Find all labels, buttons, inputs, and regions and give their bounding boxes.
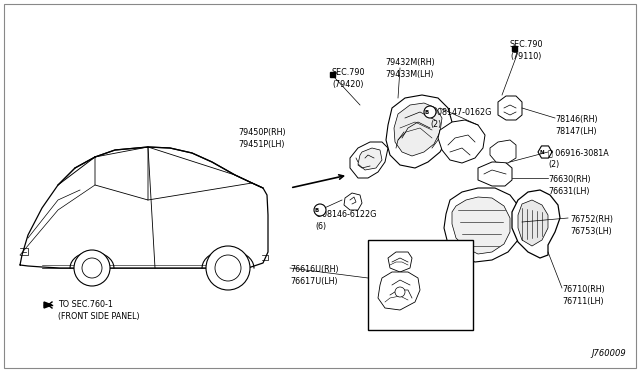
Text: 76710(RH)
76711(LH): 76710(RH) 76711(LH) <box>562 285 605 306</box>
Text: ®08146-6122G
(6): ®08146-6122G (6) <box>315 210 378 231</box>
Polygon shape <box>378 272 420 310</box>
Text: B: B <box>315 208 319 212</box>
Circle shape <box>424 106 436 118</box>
Polygon shape <box>386 95 452 168</box>
Bar <box>512 46 517 51</box>
Polygon shape <box>478 162 512 186</box>
Circle shape <box>82 258 102 278</box>
Text: SEC.790
(79420): SEC.790 (79420) <box>332 68 365 89</box>
Polygon shape <box>452 197 510 254</box>
Text: 79432M(RH)
79433M(LH): 79432M(RH) 79433M(LH) <box>385 58 435 79</box>
Text: Ⓝ 06916-3081A
(2): Ⓝ 06916-3081A (2) <box>548 148 609 169</box>
Polygon shape <box>350 142 388 178</box>
Circle shape <box>395 287 405 297</box>
Polygon shape <box>358 148 382 170</box>
Polygon shape <box>44 302 52 308</box>
Text: 76616U(RH)
76617U(LH): 76616U(RH) 76617U(LH) <box>290 265 339 286</box>
Polygon shape <box>344 193 362 210</box>
Bar <box>330 72 335 77</box>
Polygon shape <box>394 103 442 156</box>
Polygon shape <box>490 140 516 163</box>
Circle shape <box>74 250 110 286</box>
Bar <box>368 240 473 330</box>
Text: 76752(RH)
76753(LH): 76752(RH) 76753(LH) <box>570 215 613 236</box>
Polygon shape <box>444 188 522 262</box>
Polygon shape <box>438 120 485 163</box>
Polygon shape <box>388 252 412 272</box>
Text: 79450P(RH)
79451P(LH): 79450P(RH) 79451P(LH) <box>238 128 285 149</box>
Text: N: N <box>540 150 544 154</box>
Circle shape <box>215 255 241 281</box>
Text: 76630(RH)
76631(LH): 76630(RH) 76631(LH) <box>548 175 591 196</box>
Text: TO SEC.760-1
(FRONT SIDE PANEL): TO SEC.760-1 (FRONT SIDE PANEL) <box>58 300 140 321</box>
Polygon shape <box>498 96 522 120</box>
Polygon shape <box>512 190 560 258</box>
Text: B: B <box>425 109 429 115</box>
Text: ®08147-0162G
(2): ®08147-0162G (2) <box>430 108 492 129</box>
Polygon shape <box>518 200 548 246</box>
Text: 78146(RH)
78147(LH): 78146(RH) 78147(LH) <box>555 115 598 136</box>
Circle shape <box>314 204 326 216</box>
Circle shape <box>206 246 250 290</box>
Text: J760009: J760009 <box>591 349 626 358</box>
Text: SEC.790
(79110): SEC.790 (79110) <box>510 40 543 61</box>
